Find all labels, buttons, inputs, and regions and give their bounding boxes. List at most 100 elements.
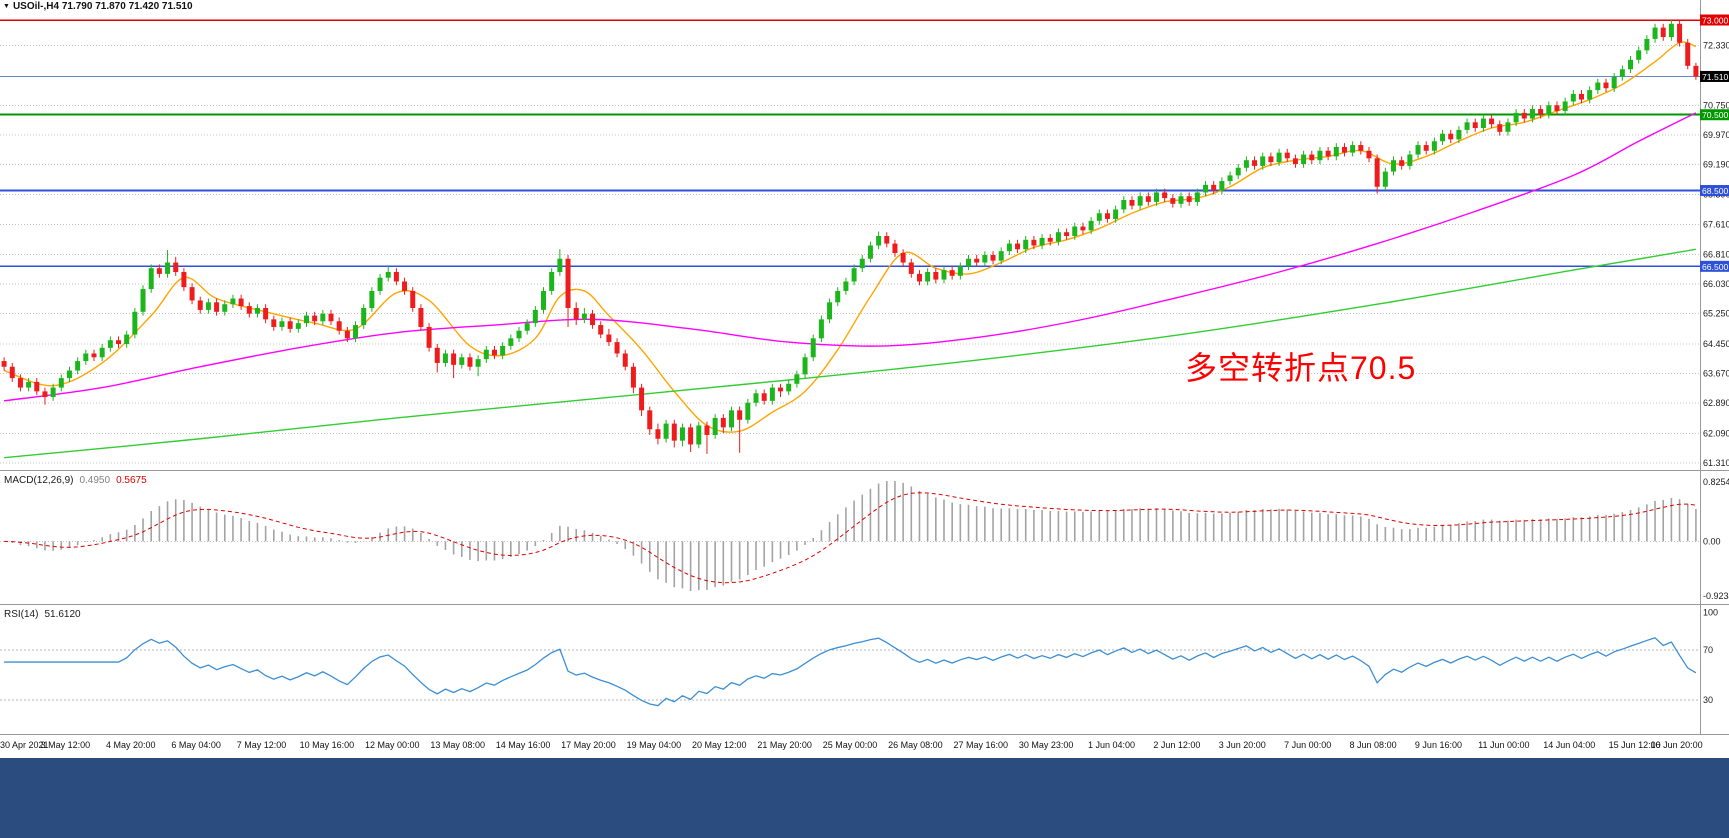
candle bbox=[303, 311, 309, 327]
candle bbox=[966, 254, 972, 271]
candle bbox=[1, 357, 7, 371]
time-axis-label: 7 Jun 00:00 bbox=[1284, 740, 1332, 750]
macd-indicator-label: MACD(12,26,9) 0.4950 0.5675 bbox=[4, 475, 147, 486]
candle bbox=[1031, 236, 1037, 250]
macd-axis-labels: 0.8254 0.00 -0.9234 bbox=[1703, 477, 1729, 601]
svg-text:66.500: 66.500 bbox=[1702, 262, 1729, 272]
svg-text:0.8254: 0.8254 bbox=[1703, 477, 1729, 487]
candle bbox=[1211, 181, 1217, 195]
candle bbox=[778, 383, 784, 398]
candle bbox=[189, 283, 195, 305]
svg-text:30: 30 bbox=[1703, 695, 1713, 705]
candle bbox=[165, 250, 171, 278]
candle bbox=[344, 326, 350, 343]
candle bbox=[1472, 118, 1478, 132]
time-axis-label: 30 May 23:00 bbox=[1018, 740, 1074, 750]
macd-canvas[interactable]: 0.8254 0.00 -0.9234 bbox=[0, 471, 1729, 604]
candle bbox=[1399, 156, 1405, 170]
time-axis-label: 20 May 12:00 bbox=[691, 740, 747, 750]
candle bbox=[1072, 222, 1078, 240]
candle bbox=[1628, 56, 1634, 74]
macd-name: MACD(12,26,9) bbox=[4, 475, 74, 486]
candle bbox=[884, 232, 890, 248]
candle bbox=[1178, 192, 1184, 208]
main-chart-canvas[interactable]: 72.33070.75069.97069.19068.39067.61066.8… bbox=[0, 0, 1729, 470]
candle bbox=[1489, 114, 1495, 129]
macd-panel[interactable]: 0.8254 0.00 -0.9234 MACD(12,26,9) 0.4950 0.5… bbox=[0, 470, 1729, 604]
candle bbox=[974, 254, 980, 267]
candle bbox=[385, 266, 391, 282]
candle bbox=[459, 353, 465, 369]
candle bbox=[688, 423, 694, 453]
candle bbox=[851, 264, 857, 286]
candle bbox=[655, 423, 661, 445]
rsi-level-lines bbox=[0, 649, 1700, 701]
candle bbox=[1521, 109, 1527, 123]
candle bbox=[892, 239, 898, 257]
candle bbox=[116, 336, 122, 348]
svg-text:66.810: 66.810 bbox=[1703, 250, 1729, 260]
candle bbox=[1546, 101, 1552, 119]
candle bbox=[410, 287, 416, 312]
time-axis-label: 17 May 20:00 bbox=[561, 740, 616, 750]
candle bbox=[998, 247, 1004, 265]
candle bbox=[1096, 209, 1102, 225]
candle bbox=[124, 330, 130, 348]
candle bbox=[1668, 20, 1674, 41]
candle bbox=[1235, 164, 1241, 180]
symbol-ohlc-text: USOil-,H4 71.790 71.870 71.420 71.510 bbox=[12, 1, 193, 12]
candle bbox=[802, 353, 808, 379]
candle bbox=[1374, 154, 1380, 194]
candle bbox=[1391, 156, 1397, 176]
candle bbox=[1382, 167, 1388, 191]
candle bbox=[1023, 236, 1029, 254]
candle bbox=[1039, 234, 1045, 250]
candle bbox=[26, 378, 32, 392]
candle bbox=[1104, 209, 1110, 223]
candle bbox=[835, 287, 841, 307]
candle bbox=[1325, 146, 1331, 161]
candle bbox=[1448, 129, 1454, 144]
horizontal-level-lines[interactable] bbox=[0, 19, 1700, 268]
candle bbox=[1047, 234, 1053, 246]
candle bbox=[630, 362, 636, 394]
rsi-canvas[interactable]: 100 70 30 bbox=[0, 605, 1729, 734]
macd-histogram bbox=[11, 481, 1697, 591]
candle bbox=[1587, 86, 1593, 104]
candle bbox=[1113, 205, 1119, 223]
candle bbox=[17, 374, 23, 392]
svg-text:70.500: 70.500 bbox=[1702, 110, 1729, 120]
candle bbox=[949, 266, 955, 280]
candles-layer bbox=[1, 20, 1699, 454]
candle bbox=[9, 362, 15, 382]
candle bbox=[769, 383, 775, 405]
time-axis-label: 3 May 12:00 bbox=[40, 740, 91, 750]
candle bbox=[1464, 118, 1470, 134]
candle bbox=[614, 338, 620, 358]
candle bbox=[1611, 73, 1617, 93]
candle bbox=[1677, 20, 1683, 47]
candle bbox=[369, 287, 375, 312]
time-axis-label: 19 May 04:00 bbox=[626, 740, 682, 750]
candle bbox=[197, 296, 203, 314]
candle bbox=[753, 389, 759, 407]
candle bbox=[1227, 171, 1233, 185]
price-tags-layer: 73.000 70.500 68.500 66.500 71.510 bbox=[1700, 14, 1729, 272]
time-axis-label: 3 Jun 20:00 bbox=[1218, 740, 1266, 750]
time-axis-label: 11 Jun 00:00 bbox=[1478, 740, 1530, 750]
time-axis-label: 16 Jun 20:00 bbox=[1650, 740, 1703, 750]
chevron-down-icon[interactable]: ▼ bbox=[3, 3, 10, 10]
rsi-panel[interactable]: 100 70 30 RSI(14) 51.6120 bbox=[0, 604, 1729, 734]
svg-text:61.310: 61.310 bbox=[1703, 458, 1729, 468]
candle bbox=[1080, 222, 1086, 235]
svg-text:65.250: 65.250 bbox=[1703, 309, 1729, 319]
candle bbox=[451, 349, 457, 379]
candle bbox=[393, 268, 399, 286]
candle bbox=[1415, 141, 1421, 159]
svg-text:-0.9234: -0.9234 bbox=[1703, 591, 1729, 601]
chart-annotation-text[interactable]: 多空转折点70.5 bbox=[1185, 350, 1417, 386]
time-axis-label: 14 May 16:00 bbox=[495, 740, 551, 750]
rsi-indicator-label: RSI(14) 51.6120 bbox=[4, 609, 81, 620]
time-axis-label: 14 Jun 04:00 bbox=[1543, 740, 1596, 750]
main-chart-panel[interactable]: 72.33070.75069.97069.19068.39067.61066.8… bbox=[0, 0, 1729, 470]
